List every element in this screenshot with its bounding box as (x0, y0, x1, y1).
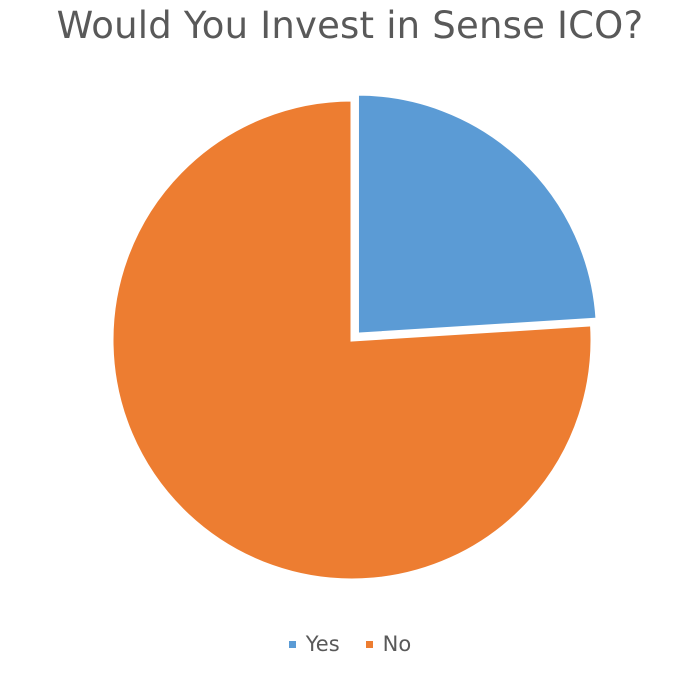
pie-slice-yes (355, 92, 599, 336)
pie-slice-no (110, 98, 594, 582)
legend-item-yes: Yes (288, 632, 340, 656)
legend-swatch-yes (288, 640, 296, 648)
chart-title: Would You Invest in Sense ICO? (56, 4, 644, 47)
legend-swatch-no (365, 640, 373, 648)
legend-label-yes: Yes (305, 632, 340, 656)
legend-label-no: No (382, 632, 412, 656)
legend-item-no: No (365, 632, 412, 656)
legend: Yes No (0, 632, 700, 656)
